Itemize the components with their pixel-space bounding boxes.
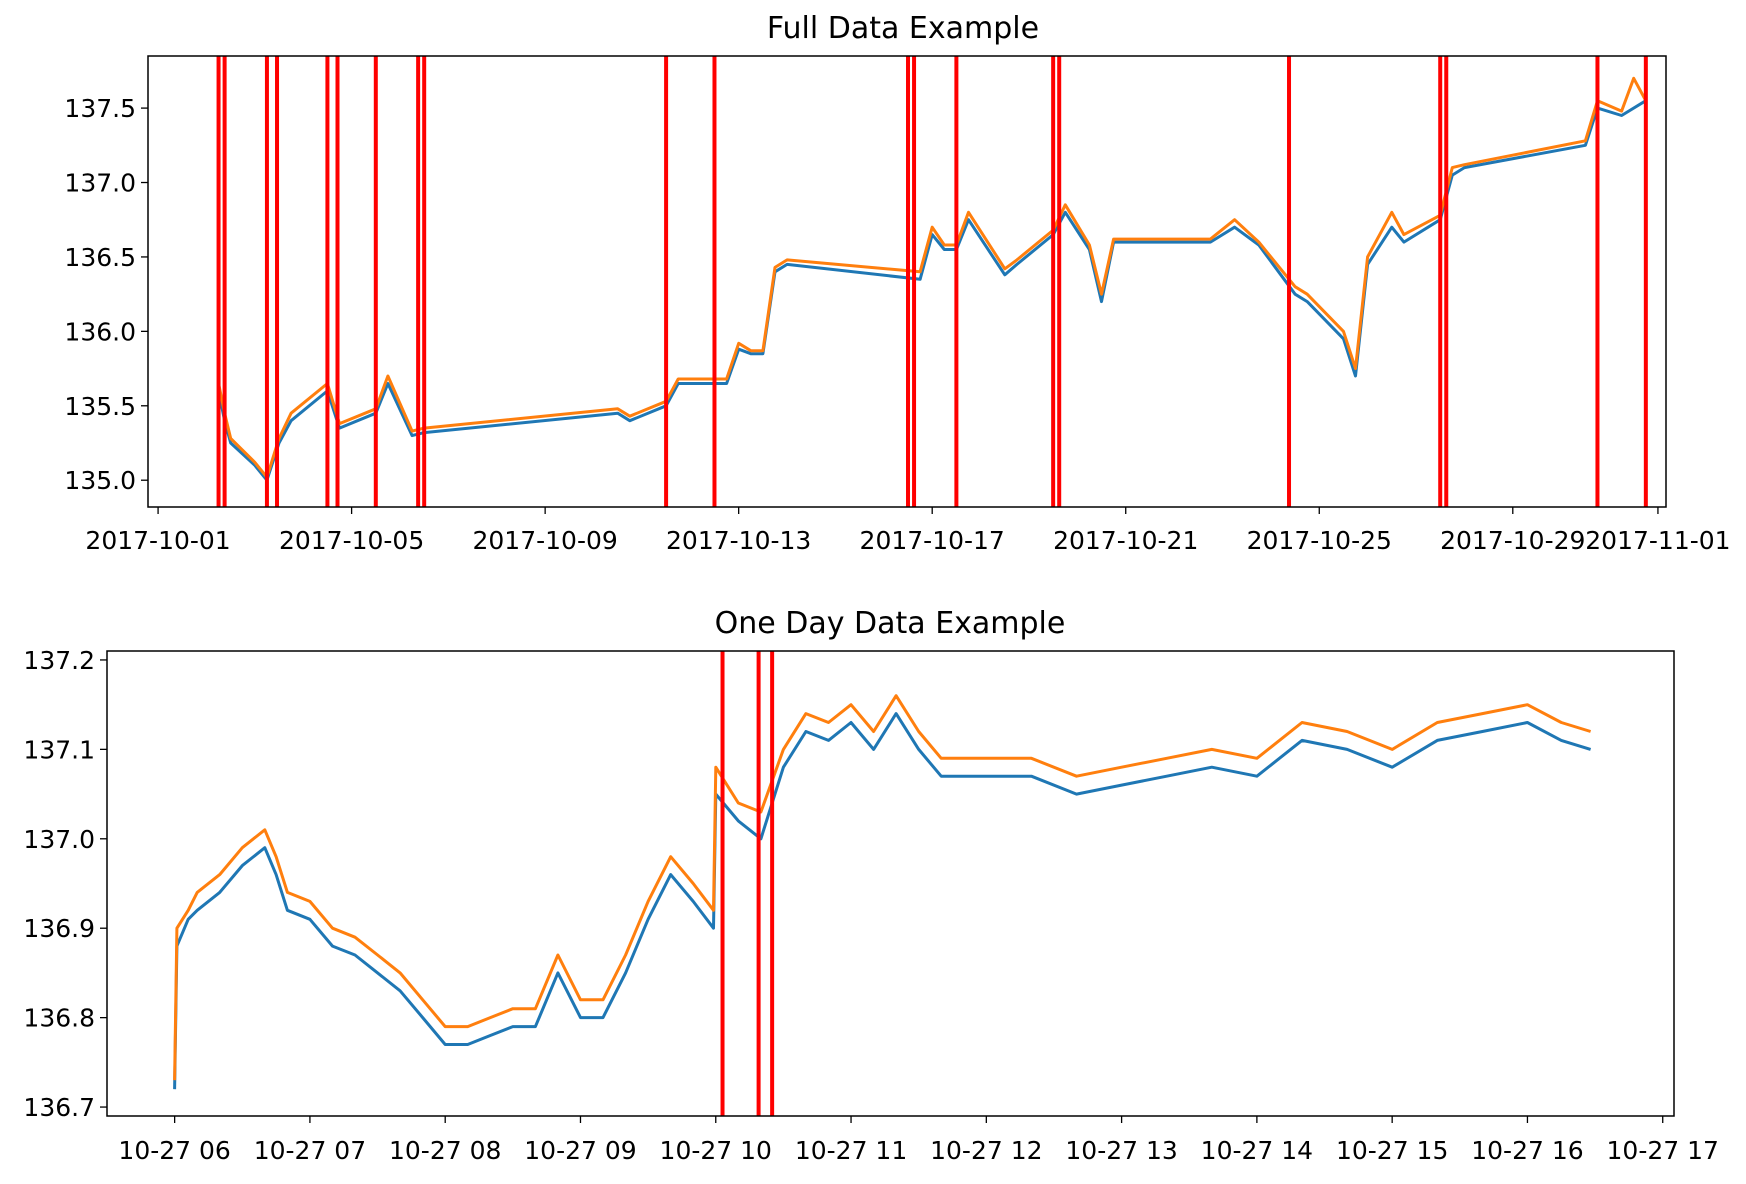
series-line-1	[173, 694, 1592, 1081]
x-tick-label: 10-27 06	[118, 1136, 230, 1165]
y-tick-label: 136.8	[23, 1004, 95, 1033]
y-tick-label: 136.9	[23, 914, 95, 943]
chart-title: One Day Data Example	[715, 606, 1066, 641]
y-tick-label: 137.0	[64, 169, 136, 198]
y-tick-label: 136.0	[64, 317, 136, 346]
plot-frame	[147, 55, 1667, 508]
y-tick-label: 135.5	[64, 392, 136, 421]
x-axis-ticks: 2017-10-01 2017-10-05 2017-10-09 2017-10-13…	[85, 507, 1731, 555]
marker-lines	[216, 56, 1648, 507]
x-tick-label: 10-27 16	[1471, 1136, 1583, 1165]
y-tick-label: 137.2	[23, 646, 95, 675]
x-tick-label: 2017-10-21	[1053, 526, 1198, 555]
x-axis-ticks: 10-27 06 10-27 07 10-27 08 10-27 09 10-27 10…	[118, 1116, 1719, 1165]
x-tick-label: 10-27 13	[1065, 1136, 1177, 1165]
x-tick-label: 10-27 07	[254, 1136, 366, 1165]
one-day-chart: One Day Data Example 10-27 06 10-27 07 10-…	[23, 606, 1719, 1165]
y-tick-label: 137.5	[64, 94, 136, 123]
plot-frame	[106, 650, 1675, 1117]
x-tick-label: 2017-10-29	[1440, 526, 1585, 555]
y-tick-label: 136.7	[23, 1093, 95, 1122]
series-line-0	[217, 99, 1647, 482]
marker-lines	[720, 651, 775, 1116]
x-tick-label: 2017-10-05	[279, 526, 424, 555]
x-tick-label: 2017-11-01	[1585, 526, 1730, 555]
x-tick-label: 10-27 14	[1201, 1136, 1313, 1165]
full-data-chart: Full Data Example 2017-10-01 2017-10-05 20…	[64, 11, 1730, 555]
x-tick-label: 2017-10-25	[1247, 526, 1392, 555]
x-tick-label: 10-27 09	[524, 1136, 636, 1165]
y-tick-label: 137.0	[23, 825, 95, 854]
x-tick-label: 10-27 17	[1607, 1136, 1719, 1165]
chart-title: Full Data Example	[767, 11, 1039, 46]
x-tick-label: 10-27 11	[795, 1136, 907, 1165]
x-tick-label: 10-27 08	[389, 1136, 501, 1165]
x-tick-label: 2017-10-13	[666, 526, 811, 555]
x-tick-label: 10-27 10	[660, 1136, 772, 1165]
x-tick-label: 10-27 15	[1336, 1136, 1448, 1165]
y-tick-label: 135.0	[64, 466, 136, 495]
y-tick-label: 137.1	[23, 735, 95, 764]
y-axis-ticks: 135.0 135.5 136.0 136.5 137.0 137.5	[64, 94, 148, 495]
x-tick-label: 2017-10-17	[860, 526, 1005, 555]
x-tick-label: 10-27 12	[930, 1136, 1042, 1165]
series-layer	[173, 694, 1592, 1090]
y-axis-ticks: 136.7 136.8 136.9 137.0 137.1 137.2	[23, 646, 107, 1122]
series-line-0	[173, 712, 1592, 1090]
y-tick-label: 136.5	[64, 243, 136, 272]
x-tick-label: 2017-10-01	[85, 526, 230, 555]
x-tick-label: 2017-10-09	[472, 526, 617, 555]
